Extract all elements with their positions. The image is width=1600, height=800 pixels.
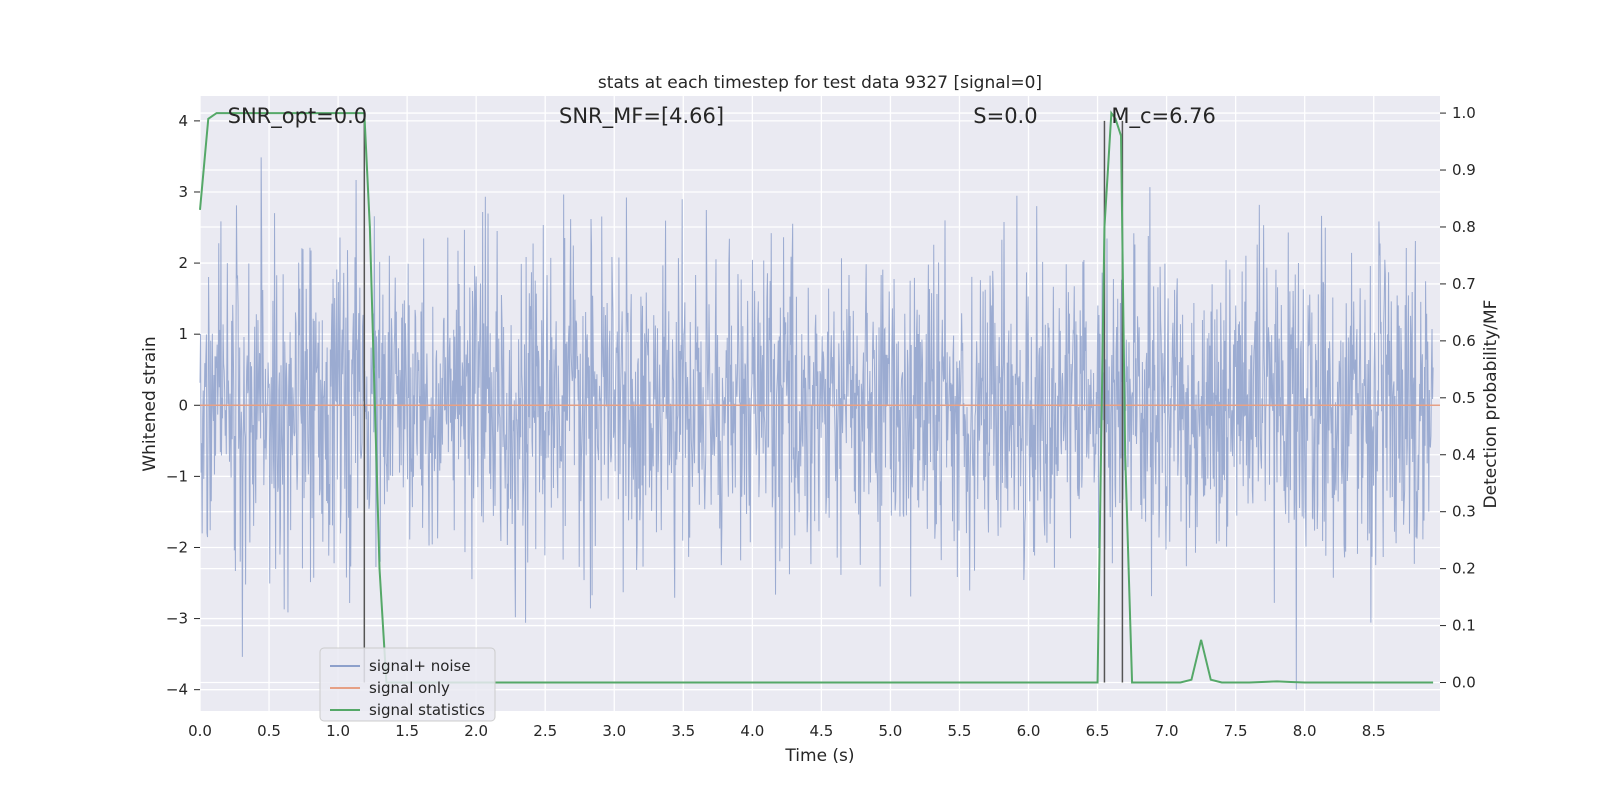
- x-tick-label: 2.0: [464, 722, 488, 740]
- x-tick-label: 8.5: [1362, 722, 1386, 740]
- x-tick-label: 1.0: [326, 722, 350, 740]
- y-tick-label-right: 0.8: [1452, 218, 1476, 236]
- x-tick-label: 1.5: [395, 722, 419, 740]
- x-tick-label: 5.5: [948, 722, 972, 740]
- x-tick-label: 3.5: [671, 722, 695, 740]
- y-tick-label-left: 4: [178, 112, 188, 130]
- x-tick-label: 0.5: [257, 722, 281, 740]
- y-tick-label-left: 1: [178, 325, 188, 343]
- y-tick-label-left: 0: [178, 396, 188, 414]
- x-tick-label: 6.5: [1086, 722, 1110, 740]
- x-tick-label: 0.0: [188, 722, 212, 740]
- annotation-text: SNR_MF=[4.66]: [559, 104, 724, 129]
- x-tick-label: 4.5: [809, 722, 833, 740]
- y-tick-label-left: −1: [166, 467, 188, 485]
- chart-title: stats at each timestep for test data 932…: [598, 73, 1042, 93]
- x-axis-label: Time (s): [784, 746, 854, 766]
- annotation-text: M_c=6.76: [1111, 104, 1216, 129]
- y-tick-label-right: 1.0: [1452, 104, 1476, 122]
- signal-statistics-line: [199, 110, 1434, 684]
- y-tick-label-right: 0.5: [1452, 389, 1476, 407]
- legend-box: [319, 647, 496, 722]
- signal-noise-series: [199, 157, 1434, 690]
- legend-label: signal only: [369, 679, 450, 697]
- legend-label: signal+ noise: [369, 657, 471, 675]
- y-axis-label-right: Detection probability/MF: [1481, 300, 1501, 509]
- annotation-text: SNR_opt=0.0: [228, 104, 368, 129]
- signal-statistics-series: [199, 110, 1434, 684]
- annotation-text: S=0.0: [973, 104, 1037, 128]
- y-tick-label-left: 2: [178, 254, 188, 272]
- y-tick-label-right: 0.7: [1452, 275, 1476, 293]
- y-tick-label-left: −3: [166, 610, 188, 628]
- x-tick-label: 7.5: [1224, 722, 1248, 740]
- legend: signal+ noise signal only signal statistic…: [319, 647, 496, 722]
- y-tick-label-right: 0.9: [1452, 161, 1476, 179]
- y-tick-label-left: 3: [178, 183, 188, 201]
- x-tick-label: 6.0: [1017, 722, 1041, 740]
- x-tick-label: 8.0: [1293, 722, 1317, 740]
- y-tick-label-right: 0.6: [1452, 332, 1476, 350]
- y-tick-label-left: −2: [166, 538, 188, 556]
- x-tick-label: 2.5: [533, 722, 557, 740]
- y-tick-label-right: 0.2: [1452, 560, 1476, 578]
- y-tick-label-right: 0.1: [1452, 617, 1476, 635]
- legend-label: signal statistics: [369, 701, 485, 719]
- x-tick-label: 5.0: [878, 722, 902, 740]
- tick-labels: 0.0 0.5 1.0 1.5 2.0 2.5 3.0 3.5 4.0 4.5 5.0 5.5 6.0 6…: [166, 104, 1476, 740]
- signal-noise-line: [199, 157, 1434, 690]
- y-tick-label-right: 0.3: [1452, 503, 1476, 521]
- y-axis-label-left: Whitened strain: [140, 336, 160, 471]
- x-tick-label: 7.0: [1155, 722, 1179, 740]
- y-tick-label-left: −4: [166, 681, 188, 699]
- annotations: SNR_opt=0.0 SNR_MF=[4.66] S=0.0 M_c=6.76: [228, 104, 1216, 129]
- x-tick-label: 3.0: [602, 722, 626, 740]
- y-tick-label-right: 0.4: [1452, 446, 1476, 464]
- x-tick-label: 4.0: [740, 722, 764, 740]
- y-tick-label-right: 0.0: [1452, 674, 1476, 692]
